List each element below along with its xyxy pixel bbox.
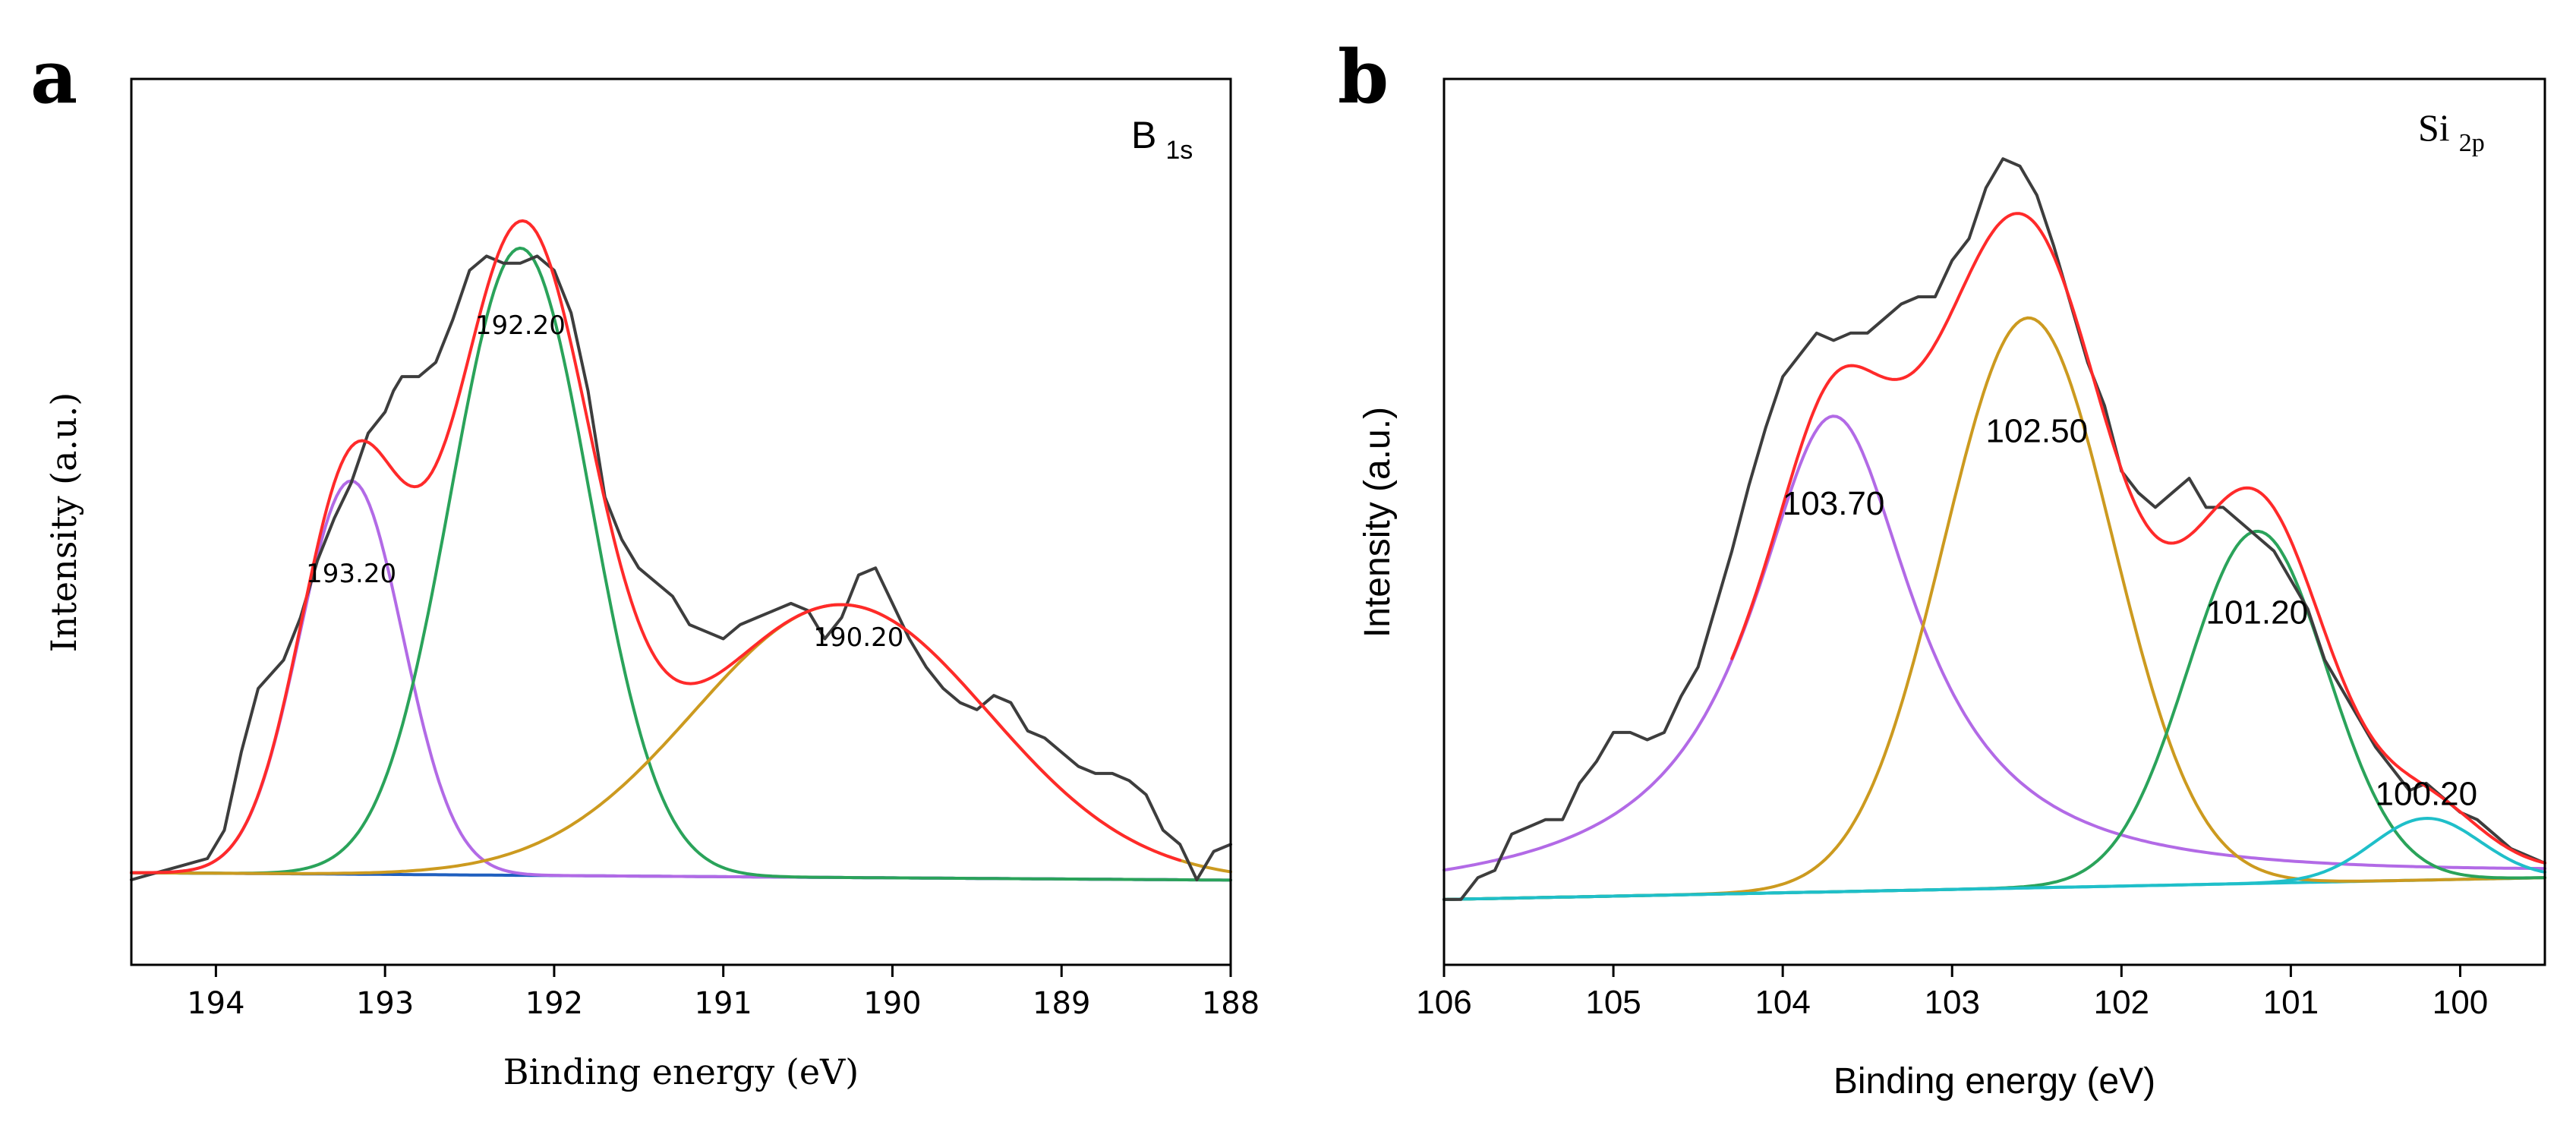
panel-b-peak-labels: 103.70 102.50 101.20 100.20 [1783, 412, 2477, 812]
panel-a-y-axis-title: Intensity (a.u.) [43, 392, 84, 653]
panel-b-core-level-label: Si 2p [2418, 106, 2485, 157]
panel-b-xtick-label-3: 103 [1925, 984, 1980, 1021]
panel-b-peak-label-3: 100.20 [2376, 776, 2478, 813]
panel-a-x-axis-title: Binding energy (eV) [503, 1051, 859, 1092]
panel-a-core-level-label: B 1s [1131, 114, 1193, 165]
panel-a-envelope-line [130, 219, 1182, 874]
panel-a-xtick-label-4: 190 [863, 986, 921, 1021]
panel-a-x-axis-ticks: 194 193 192 191 190 189 188 [187, 965, 1260, 1021]
panel-a-b1s-spectrum: a B 1s 194 193 192 191 190 189 188 193.20 192.20… [30, 34, 1260, 1092]
panel-b-component-0 [1442, 414, 2546, 872]
panel-b-peak-label-1: 102.50 [1985, 412, 2088, 449]
panel-a-plot-area [130, 219, 1232, 882]
panel-b-fit-components [1442, 316, 2546, 901]
panel-b-axes-frame [1442, 77, 2546, 966]
panel-b-fit-envelope [1730, 212, 2546, 865]
panel-a-raw-spectrum [130, 254, 1232, 881]
panel-a-peak-label-0: 193.20 [306, 559, 396, 589]
panel-b-core-element: Si [2418, 106, 2450, 149]
panel-b-peak-label-0: 103.70 [1783, 485, 1885, 522]
panel-b-plot-area [1442, 157, 2546, 901]
panel-a-peak-label-1: 192.20 [475, 310, 566, 341]
panel-b-xtick-label-5: 101 [2263, 984, 2319, 1021]
panel-a-xtick-label-6: 188 [1202, 986, 1260, 1021]
panel-b-component-3 [1442, 817, 2546, 901]
panel-b-x-axis-title: Binding energy (eV) [1833, 1061, 2155, 1101]
panel-b-xtick-label-2: 104 [1755, 984, 1810, 1021]
panel-a-xtick-label-2: 192 [525, 986, 583, 1021]
panel-b-label: b [1338, 34, 1389, 120]
panel-a-axes-frame [130, 77, 1232, 966]
panel-a-core-element: B [1131, 114, 1156, 156]
panel-b-x-axis-ticks: 106 105 104 103 102 101 100 [1416, 965, 2488, 1021]
panel-b-peak-label-2: 101.20 [2206, 594, 2308, 631]
panel-a-component-1 [130, 246, 1232, 882]
panel-a-xtick-label-3: 191 [695, 986, 752, 1021]
panel-a-core-orbital: 1s [1165, 136, 1193, 165]
panel-b-envelope-line [1730, 212, 2546, 865]
panel-b-xtick-label-4: 102 [2094, 984, 2149, 1021]
panel-a-raw-line [130, 254, 1232, 881]
panel-a-xtick-label-0: 194 [187, 986, 244, 1021]
panel-b-xtick-label-1: 105 [1585, 984, 1641, 1021]
panel-a-peak-label-2: 190.20 [813, 622, 903, 653]
panel-a-xtick-label-1: 193 [356, 986, 414, 1021]
panel-b-si2p-spectrum: b Si 2p 106 105 104 103 102 101 100 103.70 102.5… [1338, 34, 2546, 1101]
panel-b-xtick-label-0: 106 [1416, 984, 1471, 1021]
panel-b-core-orbital: 2p [2459, 129, 2485, 157]
panel-a-label: a [30, 34, 77, 120]
panel-b-y-axis-title: Intensity (a.u.) [1357, 407, 1398, 638]
panel-b-xtick-label-6: 100 [2433, 984, 2488, 1021]
panel-a-fit-envelope [130, 219, 1182, 874]
panel-a-peak-labels: 193.20 192.20 190.20 [306, 310, 903, 653]
panel-a-xtick-label-5: 189 [1033, 986, 1090, 1021]
